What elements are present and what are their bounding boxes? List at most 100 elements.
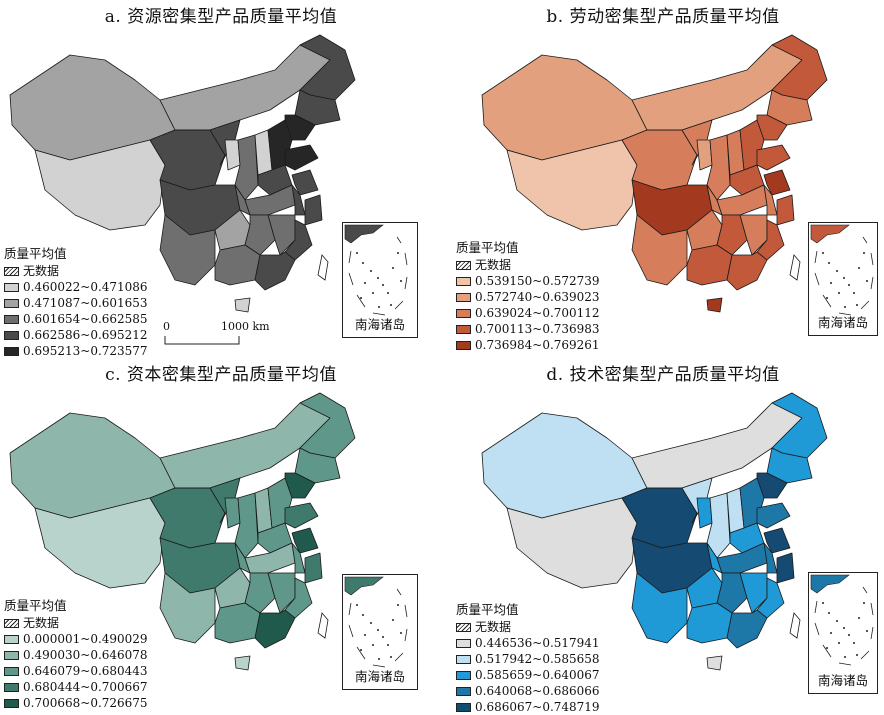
province-yunnan xyxy=(159,572,216,644)
island-dot xyxy=(838,292,840,294)
province-zhejiang xyxy=(776,552,795,584)
island-dot xyxy=(356,604,358,606)
south-china-sea-inset: 南海诸岛 xyxy=(808,222,878,336)
hatch-swatch xyxy=(456,260,471,270)
island-dot xyxy=(392,619,394,621)
island-dot xyxy=(836,270,838,272)
legend-item-no-data: 无数据 xyxy=(4,615,148,631)
province-yunnan xyxy=(159,214,216,286)
province-shandong xyxy=(284,502,319,529)
boundary-dashes xyxy=(348,588,408,668)
legend: 质量平均值 无数据 0.446536~0.517941 0.517942~0.5… xyxy=(456,602,600,715)
panel-a: a. 资源密集型产品质量平均值 质量平均值 无数据 0.460022~0.471… xyxy=(0,0,442,359)
legend-label: 0.736984~0.769261 xyxy=(475,338,600,352)
color-swatch xyxy=(4,666,19,676)
boundary-dashes xyxy=(814,236,874,316)
color-swatch xyxy=(456,638,471,648)
legend-item: 0.639024~0.700112 xyxy=(456,305,600,321)
color-swatch xyxy=(456,276,471,286)
legend-label: 0.700113~0.736983 xyxy=(475,322,600,336)
island-dot xyxy=(392,267,394,269)
legend-item-no-data: 无数据 xyxy=(456,257,600,273)
china-map xyxy=(9,34,356,313)
island-dot xyxy=(364,634,366,636)
legend-label: 0.517942~0.585658 xyxy=(475,652,600,666)
island-dot xyxy=(826,647,828,649)
island-dot xyxy=(378,306,380,308)
province-tibet xyxy=(506,139,638,231)
inset-label: 南海诸岛 xyxy=(817,315,868,330)
legend-item: 0.646079~0.680443 xyxy=(4,663,148,679)
island-dot xyxy=(397,252,399,254)
province-anhui xyxy=(291,184,306,216)
province-zhejiang xyxy=(304,552,323,584)
legend-label: 0.572740~0.639023 xyxy=(475,290,600,304)
legend-label: 0.640068~0.686066 xyxy=(475,684,600,698)
color-swatch xyxy=(4,682,19,692)
province-anhui xyxy=(763,184,778,216)
south-china-sea-inset: 南海诸岛 xyxy=(342,574,418,690)
legend-label: 0.686067~0.748719 xyxy=(475,700,600,714)
legend-label: 0.000001~0.490029 xyxy=(23,632,148,646)
province-yunnan xyxy=(631,214,688,286)
islands-map xyxy=(810,224,874,316)
legend-item: 0.640068~0.686066 xyxy=(456,683,600,699)
legend: 质量平均值 无数据 0.460022~0.471086 0.471087~0.6… xyxy=(4,246,148,359)
island-dot xyxy=(370,270,372,272)
island-dot xyxy=(856,654,858,656)
islands-map xyxy=(810,574,874,666)
coastline-shape xyxy=(344,224,384,244)
scale-bar: 0 1000 km xyxy=(163,320,270,348)
legend-item: 0.490030~0.646078 xyxy=(4,647,148,663)
province-guangxi xyxy=(214,244,261,286)
provinces-group xyxy=(9,392,356,671)
china-map xyxy=(9,392,356,671)
island-dot xyxy=(830,282,832,284)
island-dot xyxy=(362,262,364,264)
province-ningxia xyxy=(224,139,241,171)
province-jiangxi xyxy=(739,572,768,614)
island-dot xyxy=(390,656,392,658)
province-zhejiang xyxy=(776,194,795,226)
inset-label: 南海诸岛 xyxy=(817,673,868,688)
island-dot xyxy=(377,277,379,279)
islands-map xyxy=(344,224,408,316)
legend-item: 0.686067~0.748719 xyxy=(456,699,600,715)
legend-item: 0.680444~0.700667 xyxy=(4,679,148,695)
island-dot xyxy=(853,642,855,644)
island-dot xyxy=(822,252,824,254)
province-jiangsu xyxy=(763,169,791,196)
island-dot xyxy=(400,280,402,282)
legend-title: 质量平均值 xyxy=(456,602,519,617)
province-guangxi xyxy=(686,602,733,644)
legend-item: 0.700668~0.726675 xyxy=(4,695,148,711)
island-dot xyxy=(858,267,860,269)
legend-title: 质量平均值 xyxy=(4,598,67,613)
island-dot xyxy=(360,649,362,651)
color-swatch xyxy=(456,324,471,334)
province-ningxia xyxy=(696,497,713,529)
color-swatch xyxy=(4,330,19,340)
legend-item: 0.471087~0.601653 xyxy=(4,295,148,311)
color-swatch xyxy=(4,634,19,644)
hatch-swatch xyxy=(456,622,471,632)
color-swatch xyxy=(456,702,471,712)
legend-item: 0.539150~0.572739 xyxy=(456,273,600,289)
province-ningxia xyxy=(224,497,241,529)
provinces-group xyxy=(481,392,828,671)
province-shandong xyxy=(756,144,791,171)
inset-label: 南海诸岛 xyxy=(354,669,405,684)
legend-label: 0.490030~0.646078 xyxy=(23,648,148,662)
color-swatch xyxy=(456,340,471,350)
legend-title: 质量平均值 xyxy=(456,240,519,255)
legend-item: 0.460022~0.471086 xyxy=(4,279,148,295)
legend-label: 0.680444~0.700667 xyxy=(23,680,148,694)
island-dot xyxy=(372,644,374,646)
provinces-group xyxy=(9,34,356,313)
province-guangdong xyxy=(254,251,296,291)
island-dot xyxy=(364,282,366,284)
island-dot xyxy=(844,656,846,658)
island-dot xyxy=(848,284,850,286)
province-yunnan xyxy=(631,572,688,644)
panel-title: b. 劳动密集型产品质量平均值 xyxy=(546,7,780,27)
